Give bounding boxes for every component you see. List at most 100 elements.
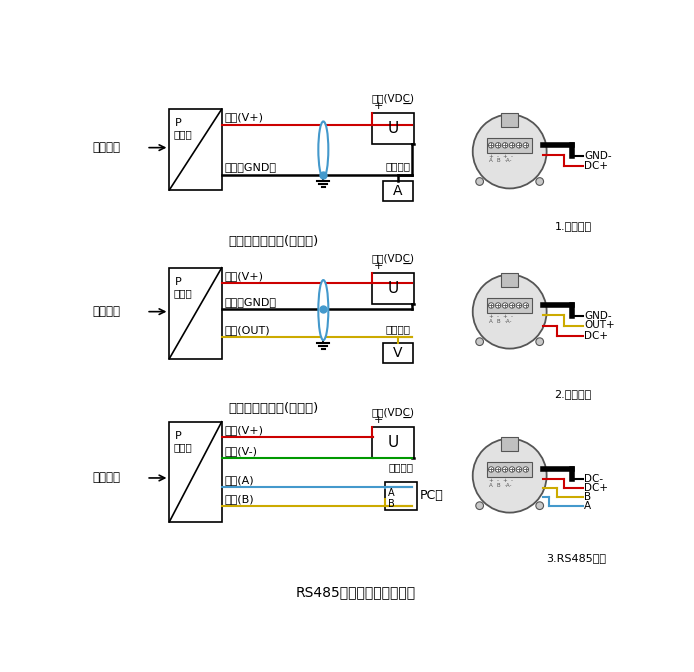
Text: -A-: -A-: [505, 482, 512, 488]
Text: 3.RS485输出: 3.RS485输出: [547, 552, 607, 562]
Bar: [501, 113, 518, 127]
Bar: [372, 113, 414, 144]
Text: GND-: GND-: [584, 311, 612, 321]
Text: 电源(VDC): 电源(VDC): [371, 93, 414, 103]
Text: -: -: [511, 478, 513, 483]
Text: 液位输入: 液位输入: [92, 472, 120, 485]
Text: B: B: [496, 319, 500, 324]
Circle shape: [523, 303, 529, 308]
Circle shape: [516, 142, 522, 148]
Text: -: -: [497, 478, 499, 483]
Circle shape: [523, 142, 529, 148]
Text: 蓝线(A): 蓝线(A): [225, 475, 255, 485]
Circle shape: [523, 467, 529, 472]
Text: DC+: DC+: [584, 483, 609, 493]
Text: A: A: [489, 482, 493, 488]
Text: PC机: PC机: [420, 489, 443, 502]
Text: -: -: [511, 154, 513, 159]
Text: A: A: [489, 319, 493, 324]
Circle shape: [516, 467, 522, 472]
Text: 红线(V+): 红线(V+): [225, 112, 264, 122]
Text: +: +: [489, 314, 493, 319]
Bar: [487, 138, 532, 153]
Circle shape: [496, 467, 501, 472]
Text: OUT+: OUT+: [584, 321, 615, 331]
Bar: [501, 437, 518, 451]
Text: DC-: DC-: [584, 474, 604, 484]
Text: U: U: [387, 435, 398, 450]
Text: +: +: [373, 101, 383, 111]
Text: A: A: [584, 501, 591, 511]
Text: 绿线(V-): 绿线(V-): [225, 446, 257, 456]
Text: -: -: [511, 314, 513, 319]
Text: 变送器: 变送器: [174, 129, 192, 139]
Circle shape: [489, 303, 494, 308]
Circle shape: [496, 303, 501, 308]
Bar: [372, 427, 414, 458]
Ellipse shape: [319, 280, 328, 340]
Text: −: −: [402, 412, 413, 425]
Text: 1.电流输出: 1.电流输出: [555, 221, 591, 230]
Text: 黑线（GND）: 黑线（GND）: [225, 162, 277, 172]
Circle shape: [496, 142, 501, 148]
Text: 采集设备: 采集设备: [386, 161, 411, 171]
Text: A: A: [393, 183, 403, 198]
Bar: [383, 343, 413, 364]
Text: -A-: -A-: [505, 319, 512, 324]
Text: B: B: [496, 482, 500, 488]
Circle shape: [502, 303, 508, 308]
Text: +: +: [489, 154, 493, 159]
Text: B: B: [584, 492, 591, 502]
Text: 采集设备: 采集设备: [386, 324, 411, 334]
Text: 黄线(B): 黄线(B): [225, 494, 255, 504]
Text: 黄线(OUT): 黄线(OUT): [225, 325, 271, 335]
Bar: [385, 482, 417, 509]
Circle shape: [536, 338, 543, 345]
Text: 2.电压输出: 2.电压输出: [555, 388, 591, 398]
Circle shape: [509, 467, 515, 472]
Text: DC+: DC+: [584, 161, 609, 171]
Circle shape: [502, 467, 508, 472]
Text: -: -: [497, 154, 499, 159]
Text: GND-: GND-: [584, 151, 612, 161]
Text: 电源(VDC): 电源(VDC): [371, 407, 414, 417]
Text: V: V: [393, 346, 403, 360]
Circle shape: [473, 275, 547, 349]
Text: +: +: [502, 314, 507, 319]
Text: B: B: [496, 159, 500, 163]
Circle shape: [476, 177, 484, 185]
Circle shape: [536, 502, 543, 509]
Bar: [487, 462, 532, 477]
Circle shape: [473, 439, 547, 513]
Text: P: P: [175, 277, 181, 287]
Circle shape: [509, 142, 515, 148]
Ellipse shape: [319, 122, 328, 177]
Circle shape: [536, 177, 543, 185]
Circle shape: [473, 114, 547, 188]
Text: 红线(V+): 红线(V+): [225, 271, 264, 281]
Circle shape: [516, 303, 522, 308]
Circle shape: [509, 303, 515, 308]
Text: +: +: [502, 478, 507, 483]
Bar: [169, 109, 221, 190]
Text: U: U: [387, 281, 398, 296]
Bar: [383, 181, 413, 201]
Text: 采集设备: 采集设备: [389, 462, 414, 472]
Bar: [169, 267, 221, 359]
Text: -: -: [497, 314, 499, 319]
Text: DC+: DC+: [584, 331, 609, 341]
Text: A: A: [489, 159, 493, 163]
Circle shape: [502, 142, 508, 148]
Bar: [487, 298, 532, 313]
Text: P: P: [175, 118, 181, 128]
Text: 液位输入: 液位输入: [92, 305, 120, 318]
Text: +: +: [502, 154, 507, 159]
Text: 红线(V+): 红线(V+): [225, 425, 264, 435]
Text: P: P: [175, 431, 181, 441]
Text: +: +: [489, 478, 493, 483]
Text: 电流输出接线图(两线制): 电流输出接线图(两线制): [228, 235, 319, 248]
Circle shape: [489, 467, 494, 472]
Text: A: A: [388, 488, 395, 498]
Text: -A-: -A-: [505, 159, 512, 163]
Bar: [169, 422, 221, 522]
